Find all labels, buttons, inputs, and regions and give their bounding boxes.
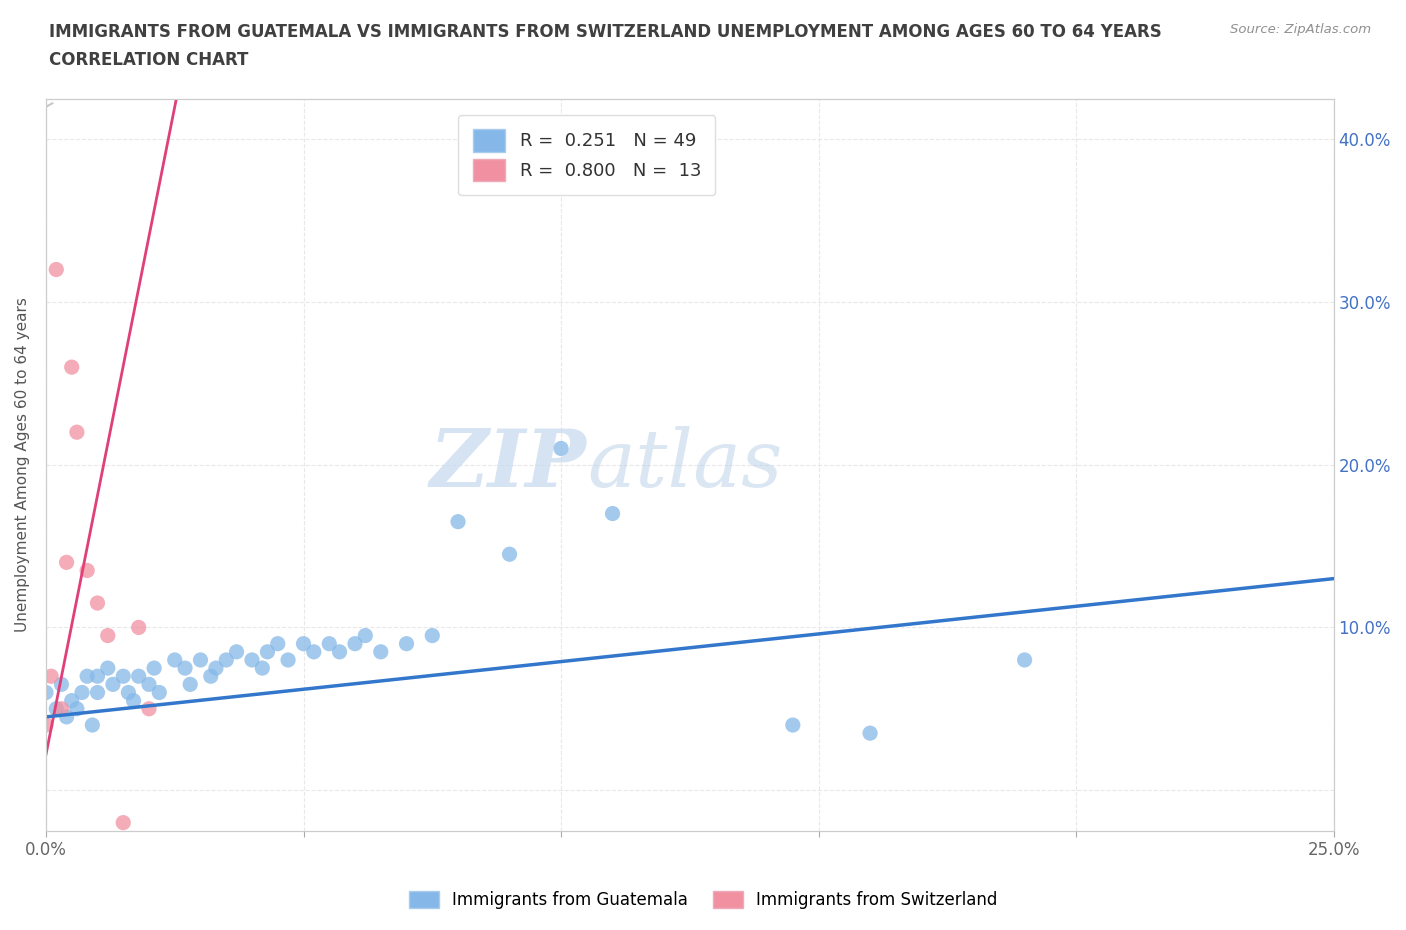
Point <box>86 685 108 700</box>
Point <box>66 701 89 716</box>
Point <box>447 514 470 529</box>
Point <box>55 710 77 724</box>
Point <box>39 669 62 684</box>
Point <box>302 644 325 659</box>
Point <box>86 669 108 684</box>
Point <box>498 547 520 562</box>
Point <box>138 677 160 692</box>
Point <box>354 628 377 643</box>
Point <box>122 693 145 708</box>
Point <box>329 644 352 659</box>
Point <box>117 685 139 700</box>
Point <box>343 636 366 651</box>
Text: Source: ZipAtlas.com: Source: ZipAtlas.com <box>1230 23 1371 36</box>
Point <box>45 262 67 277</box>
Legend: Immigrants from Guatemala, Immigrants from Switzerland: Immigrants from Guatemala, Immigrants fr… <box>401 883 1005 917</box>
Point <box>148 685 170 700</box>
Point <box>143 660 166 675</box>
Point <box>395 636 418 651</box>
Text: CORRELATION CHART: CORRELATION CHART <box>49 51 249 69</box>
Point <box>128 620 150 635</box>
Point <box>179 677 201 692</box>
Point <box>252 660 274 675</box>
Point <box>256 644 278 659</box>
Point <box>205 660 228 675</box>
Point <box>70 685 93 700</box>
Point <box>60 693 83 708</box>
Point <box>277 653 299 668</box>
Point <box>138 701 160 716</box>
Point <box>163 653 186 668</box>
Point <box>782 718 804 733</box>
Point <box>86 595 108 610</box>
Point <box>174 660 197 675</box>
Point <box>66 425 89 440</box>
Point <box>215 653 238 668</box>
Point <box>82 718 104 733</box>
Y-axis label: Unemployment Among Ages 60 to 64 years: Unemployment Among Ages 60 to 64 years <box>15 298 30 632</box>
Point <box>97 628 120 643</box>
Point <box>35 685 58 700</box>
Point <box>76 669 98 684</box>
Point <box>602 506 624 521</box>
Point <box>35 718 58 733</box>
Point <box>112 816 135 830</box>
Legend: R =  0.251   N = 49, R =  0.800   N =  13: R = 0.251 N = 49, R = 0.800 N = 13 <box>458 115 716 195</box>
Point <box>240 653 263 668</box>
Point <box>859 725 882 740</box>
Point <box>190 653 212 668</box>
Point <box>292 636 315 651</box>
Point <box>1014 653 1036 668</box>
Point <box>51 677 73 692</box>
Text: ZIP: ZIP <box>430 426 586 503</box>
Point <box>550 441 572 456</box>
Point <box>128 669 150 684</box>
Point <box>200 669 222 684</box>
Point <box>318 636 340 651</box>
Point <box>225 644 247 659</box>
Point <box>55 555 77 570</box>
Point <box>267 636 290 651</box>
Point <box>76 563 98 578</box>
Text: atlas: atlas <box>586 426 782 503</box>
Point <box>420 628 443 643</box>
Point <box>97 660 120 675</box>
Point <box>112 669 135 684</box>
Point <box>60 360 83 375</box>
Point <box>45 701 67 716</box>
Point <box>370 644 392 659</box>
Point <box>101 677 124 692</box>
Point <box>51 701 73 716</box>
Text: IMMIGRANTS FROM GUATEMALA VS IMMIGRANTS FROM SWITZERLAND UNEMPLOYMENT AMONG AGES: IMMIGRANTS FROM GUATEMALA VS IMMIGRANTS … <box>49 23 1161 41</box>
